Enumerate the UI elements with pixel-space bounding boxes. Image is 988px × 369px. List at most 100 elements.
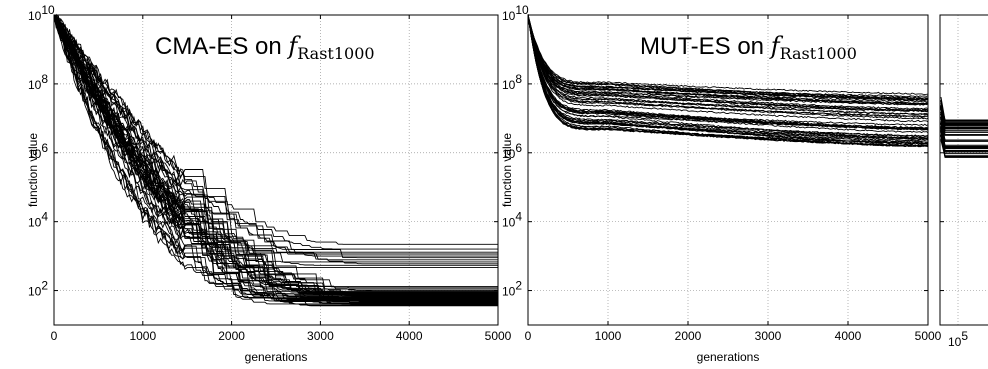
run-line bbox=[527, 14, 929, 105]
run-line bbox=[527, 15, 929, 118]
x-tick-label: 3000 bbox=[307, 329, 334, 343]
tick-base: 10 bbox=[28, 78, 42, 92]
series-group bbox=[53, 13, 498, 307]
title-prefix: CMA-ES on bbox=[155, 33, 288, 60]
run-line bbox=[527, 15, 929, 140]
y-tick-label: 108 bbox=[28, 72, 48, 92]
x-tick-label: 4000 bbox=[835, 329, 862, 343]
run-line bbox=[53, 14, 498, 302]
x-tick-label: 2000 bbox=[218, 329, 245, 343]
title-subscript: Rast1000 bbox=[297, 44, 374, 63]
narrow-panel: 105 bbox=[939, 14, 988, 349]
run-line bbox=[940, 130, 988, 152]
tick-base: 10 bbox=[28, 9, 42, 23]
run-line bbox=[940, 113, 988, 136]
x-tick-labels: 0 1000 2000 3000 4000 5000 bbox=[51, 329, 512, 343]
tick-exponent: 10 bbox=[41, 3, 55, 17]
tick-exponent: 10 bbox=[515, 3, 529, 17]
run-line bbox=[53, 15, 498, 302]
run-line bbox=[527, 15, 929, 101]
ticks bbox=[940, 14, 944, 292]
x-axis-label: generations bbox=[697, 350, 760, 364]
ticks bbox=[53, 14, 499, 325]
run-line bbox=[527, 15, 929, 110]
y-tick-label: 102 bbox=[28, 279, 48, 299]
y-tick-label: 106 bbox=[502, 141, 522, 161]
run-line bbox=[527, 15, 929, 95]
run-line bbox=[527, 14, 929, 130]
series-group bbox=[527, 14, 929, 148]
x-tick-label: 5000 bbox=[915, 329, 942, 343]
tick-base: 10 bbox=[948, 335, 962, 349]
tick-base: 10 bbox=[28, 147, 42, 161]
y-axis-label: function value bbox=[26, 133, 40, 207]
run-line bbox=[940, 123, 988, 146]
tick-base: 10 bbox=[502, 9, 516, 23]
run-line bbox=[527, 15, 929, 120]
y-tick-label: 1010 bbox=[502, 3, 529, 23]
tick-base: 10 bbox=[502, 147, 516, 161]
run-line bbox=[527, 15, 929, 143]
x-tick-label: 105 bbox=[948, 329, 968, 349]
tick-exponent: 2 bbox=[515, 279, 522, 293]
tick-base: 10 bbox=[502, 285, 516, 299]
run-line bbox=[527, 15, 929, 148]
run-line bbox=[53, 17, 498, 296]
x-tick-label: 0 bbox=[525, 329, 532, 343]
x-tick-label: 4000 bbox=[396, 329, 423, 343]
plot-background bbox=[528, 15, 928, 325]
grid bbox=[528, 15, 928, 325]
tick-exponent: 6 bbox=[41, 141, 48, 155]
y-tick-label: 104 bbox=[502, 210, 522, 230]
x-tick-label: 5000 bbox=[485, 329, 512, 343]
series-group bbox=[940, 97, 988, 158]
tick-base: 10 bbox=[28, 285, 42, 299]
x-tick-label: 2000 bbox=[675, 329, 702, 343]
x-tick-label: 1000 bbox=[129, 329, 156, 343]
run-line bbox=[940, 134, 988, 158]
x-axis-label: generations bbox=[245, 350, 308, 364]
y-tick-label: 106 bbox=[28, 141, 48, 161]
title-prefix: MUT-ES on bbox=[640, 33, 771, 60]
tick-exponent: 5 bbox=[961, 329, 968, 343]
plot-frame bbox=[53, 14, 499, 326]
run-line bbox=[527, 15, 929, 117]
plot-frame bbox=[939, 14, 988, 326]
run-line bbox=[53, 14, 498, 303]
tick-exponent: 4 bbox=[41, 210, 48, 224]
y-tick-label: 1010 bbox=[28, 3, 55, 23]
run-line bbox=[53, 14, 498, 300]
run-line bbox=[527, 14, 929, 106]
run-line bbox=[940, 108, 988, 125]
run-line bbox=[527, 15, 929, 102]
run-line bbox=[53, 15, 498, 305]
x-tick-label: 1000 bbox=[595, 329, 622, 343]
run-line bbox=[53, 14, 498, 306]
y-axis-label: function value bbox=[500, 133, 514, 207]
tick-exponent: 2 bbox=[41, 279, 48, 293]
run-line bbox=[527, 14, 929, 113]
run-line bbox=[940, 105, 988, 122]
x-tick-label: 0 bbox=[51, 329, 58, 343]
y-tick-label: 108 bbox=[502, 72, 522, 92]
run-line bbox=[53, 17, 498, 305]
x-tick-labels: 0 1000 2000 3000 4000 5000 bbox=[525, 329, 942, 343]
run-line bbox=[527, 14, 929, 116]
plot-background bbox=[940, 15, 988, 325]
grid bbox=[940, 15, 988, 325]
tick-exponent: 8 bbox=[41, 72, 48, 86]
run-line bbox=[53, 14, 498, 306]
tick-base: 10 bbox=[502, 216, 516, 230]
chart-title: CMA-ES on fRast1000 bbox=[155, 32, 375, 63]
x-tick-label: 3000 bbox=[755, 329, 782, 343]
tick-base: 10 bbox=[502, 78, 516, 92]
run-line bbox=[527, 15, 929, 99]
run-line bbox=[53, 16, 498, 303]
plot-frame bbox=[527, 14, 929, 326]
run-line bbox=[53, 13, 498, 289]
run-line bbox=[53, 15, 498, 302]
